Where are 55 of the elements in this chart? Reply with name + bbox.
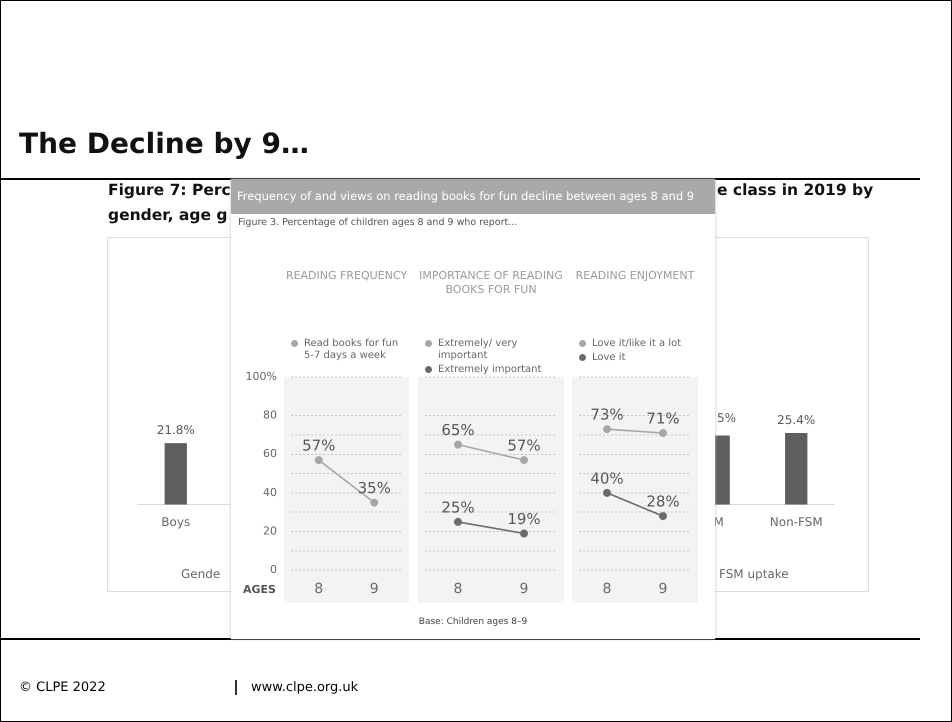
chart-title: IMPORTANCE OF READING BOOKS FOR FUN <box>418 269 564 297</box>
data-label: 19% <box>507 510 541 528</box>
y-tick-label: 100% <box>246 370 277 383</box>
point <box>520 529 528 538</box>
legend-label: Love it <box>592 352 626 364</box>
x-tick-label: 9 <box>658 581 668 598</box>
x-axis-title: AGES <box>243 583 276 596</box>
data-label: 73% <box>590 406 624 424</box>
data-label: 40% <box>590 469 624 488</box>
text: Base: Children ages 8–9 <box>418 617 528 627</box>
y-tick-label: 80 <box>263 408 277 422</box>
x-tick-label: 8 <box>602 581 612 598</box>
text: Gende <box>181 567 220 581</box>
x-tick-label: 9 <box>520 581 528 598</box>
point <box>454 440 462 449</box>
data-label: 28% <box>646 492 680 510</box>
point <box>603 488 611 497</box>
text: Frequency of and views on reading books for fun decline between ages 8 and 9 <box>231 179 715 214</box>
legend-label: Extremely important <box>438 364 542 376</box>
x-tick-label: Boys <box>161 514 190 529</box>
data-label: 25% <box>441 498 475 516</box>
text: e class in 2019 by <box>717 181 874 199</box>
text: © CLPE 2022 <box>19 680 106 695</box>
y-tick-label: 40 <box>263 486 277 499</box>
text: www.clpe.org.uk <box>235 680 358 695</box>
y-tick-label: 20 <box>263 524 277 538</box>
data-label: 35% <box>358 478 391 497</box>
y-tick-label: 0 <box>270 563 277 576</box>
chart-title: READING FREQUENCY <box>284 269 408 283</box>
text: FSM uptake <box>719 567 789 581</box>
data-label: 21.8% <box>156 423 195 438</box>
chart-title: Figure 7: Perc <box>108 181 231 199</box>
x-tick-label: 8 <box>314 581 324 598</box>
point <box>603 425 611 434</box>
data-label: 65% <box>441 421 475 440</box>
point <box>454 518 462 526</box>
text: Figure 3. Percentage of children ages 8 and 9 who report... <box>238 217 518 228</box>
x-tick-label: 9 <box>370 581 379 598</box>
data-label: 25.4% <box>777 413 816 428</box>
chart-subtitle: gender, age g <box>108 206 228 224</box>
legend-label: Read books for fun 5-7 days a week <box>304 338 400 362</box>
point <box>659 512 667 520</box>
y-tick-label: 60 <box>263 447 277 460</box>
x-tick-label: 8 <box>454 581 462 598</box>
chart-title: READING ENJOYMENT <box>574 269 696 283</box>
data-label: 71% <box>646 409 680 428</box>
legend-label: Extremely/ very important <box>438 338 518 362</box>
point <box>520 456 528 464</box>
text: 5% <box>717 411 736 425</box>
legend-label: Love it/like it a lot <box>592 338 682 350</box>
x-tick-label: Non-FSM <box>770 514 823 529</box>
data-label: 57% <box>302 436 336 454</box>
data-label: 57% <box>507 436 541 454</box>
point <box>659 429 667 438</box>
text: The Decline by 9… <box>19 127 309 160</box>
